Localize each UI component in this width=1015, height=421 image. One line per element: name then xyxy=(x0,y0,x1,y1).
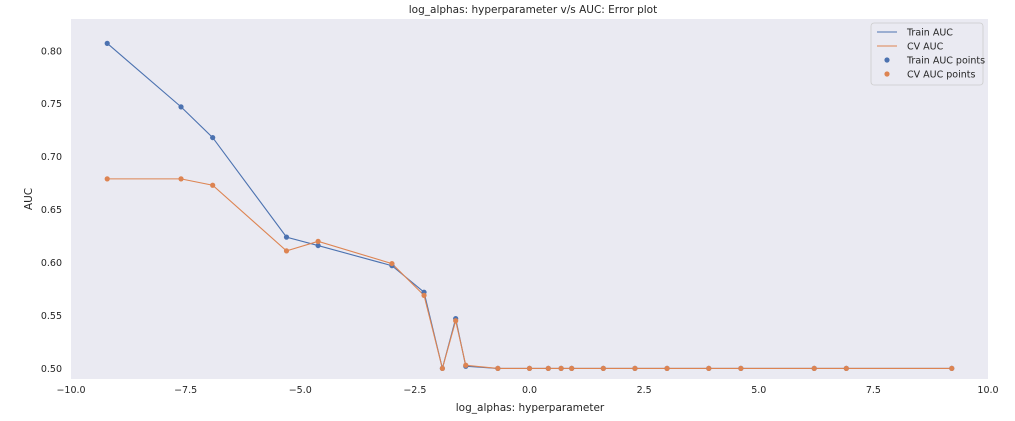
y-tick-label: 0.60 xyxy=(41,258,62,269)
legend-label-train-auc-points: Train AUC points xyxy=(906,56,985,67)
cv-auc-point xyxy=(315,238,321,244)
y-tick-label: 0.50 xyxy=(41,364,62,375)
cv-auc-point xyxy=(463,362,469,368)
cv-auc-point xyxy=(558,365,564,372)
cv-auc-point xyxy=(632,365,638,372)
plot-area xyxy=(71,19,988,379)
y-axis-label: AUC xyxy=(23,188,35,210)
legend-swatch-cv-auc-points xyxy=(884,71,890,77)
train-auc-point xyxy=(283,234,290,240)
x-tick-label: −5.0 xyxy=(289,385,312,396)
legend: Train AUC CV AUC Train AUC points CV AUC po… xyxy=(870,22,985,86)
cv-auc-point xyxy=(495,365,501,372)
x-tick-label: −2.5 xyxy=(403,385,426,396)
cv-auc-point xyxy=(949,365,955,372)
cv-auc-point xyxy=(439,365,445,372)
series-layer xyxy=(104,40,955,372)
x-tick-label: 5.0 xyxy=(751,385,766,396)
cv-auc-point xyxy=(545,365,551,372)
x-tick-label: 0.0 xyxy=(522,385,537,396)
cv-auc-point xyxy=(706,365,712,372)
y-axis-ticks: 0.50 0.55 0.60 0.65 0.70 0.75 0.80 xyxy=(41,46,62,375)
x-tick-label: 10.0 xyxy=(977,385,998,396)
y-tick-label: 0.80 xyxy=(41,46,62,57)
x-axis-label: log_alphas: hyperparameter xyxy=(456,402,605,414)
cv-auc-point xyxy=(104,176,110,182)
x-tick-label: 7.5 xyxy=(866,385,881,396)
legend-swatch-train-auc-points xyxy=(884,57,890,63)
chart-title: log_alphas: hyperparameter v/s AUC: Erro… xyxy=(409,4,657,16)
cv-auc-point xyxy=(283,248,290,254)
y-tick-label: 0.65 xyxy=(41,205,62,216)
cv-auc-point xyxy=(811,365,817,372)
legend-label-cv-auc-points: CV AUC points xyxy=(907,70,975,81)
train-auc-point xyxy=(315,242,321,249)
legend-label-cv-auc: CV AUC xyxy=(907,42,944,53)
cv-auc-point xyxy=(389,260,395,267)
cv-auc-point xyxy=(178,176,184,182)
cv-auc-point xyxy=(453,318,459,324)
cv-auc-point xyxy=(738,365,744,372)
cv-auc-point xyxy=(664,365,670,372)
train-auc-point xyxy=(104,40,110,46)
cv-auc-point xyxy=(600,365,606,372)
x-tick-label: 2.5 xyxy=(637,385,652,396)
y-tick-label: 0.70 xyxy=(41,152,62,163)
train-auc-point xyxy=(210,134,216,141)
cv-auc-point xyxy=(569,365,575,372)
x-axis-ticks: −10.0 −7.5 −5.0 −2.5 0.0 2.5 5.0 7.5 10.0 xyxy=(56,385,998,396)
y-tick-label: 0.55 xyxy=(41,311,62,322)
x-tick-label: −10.0 xyxy=(56,385,85,396)
legend-box xyxy=(870,22,984,86)
cv-auc-point xyxy=(421,292,427,298)
cv-auc-point xyxy=(526,365,533,372)
y-tick-label: 0.75 xyxy=(41,99,62,110)
legend-label-train-auc: Train AUC xyxy=(906,28,953,39)
cv-auc-point xyxy=(210,182,216,188)
cv-auc-point xyxy=(843,365,849,372)
train-auc-point xyxy=(178,104,184,110)
x-tick-label: −7.5 xyxy=(174,385,197,396)
